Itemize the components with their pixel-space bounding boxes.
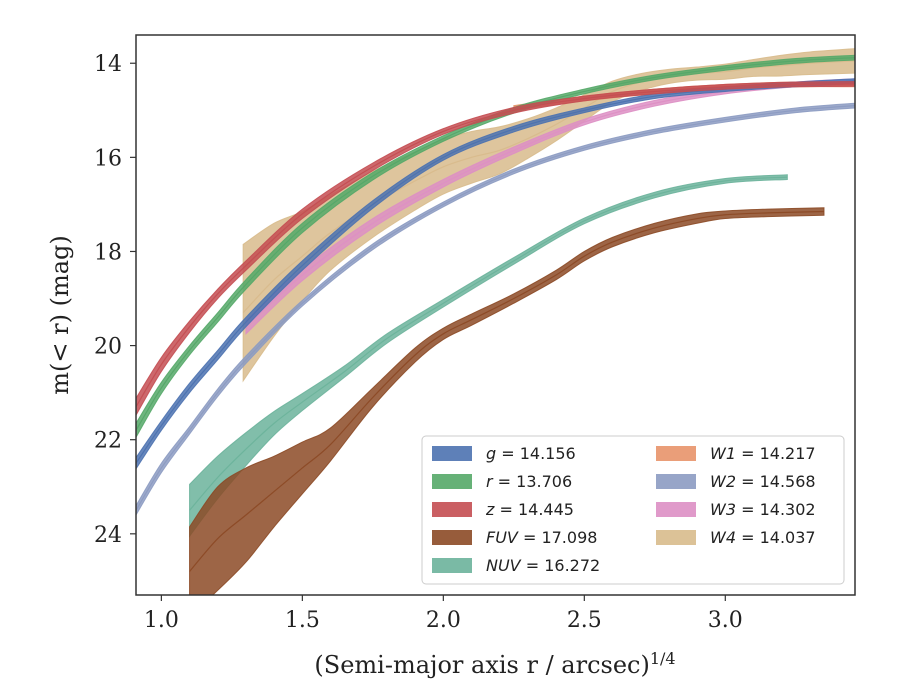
legend-swatch-w4 [656,530,696,545]
legend-swatch-w1 [656,446,696,461]
x-tick-label: 3.0 [708,608,743,633]
y-tick-label: 18 [94,240,122,265]
x-tick-label: 1.5 [285,608,320,633]
legend-swatch-g [432,446,472,461]
y-tick-label: 24 [94,523,122,548]
y-axis: 14 16 18 20 22 24 [94,52,136,548]
x-axis-title: (Semi-major axis r / arcsec)1/4 [314,649,675,680]
legend-label-w1: W1 = 14.217 [710,444,816,463]
legend-swatch-z [432,502,472,517]
series-band-r [136,54,855,439]
series-line-w2 [136,104,855,511]
legend-swatch-r [432,474,472,489]
legend-label-r: r = 13.706 [486,472,572,491]
x-tick-label: 2.0 [426,608,461,633]
legend-label-w2: W2 = 14.568 [710,472,816,491]
series-line-z [136,83,855,408]
series-band-w4 [242,48,855,383]
x-tick-label: 1.0 [144,608,179,633]
x-tick-label: 2.5 [567,608,602,633]
y-tick-label: 20 [94,335,122,360]
legend-label-z: z = 14.445 [485,500,574,519]
series-line-w4 [242,60,855,314]
series-line-r [136,56,855,431]
series-band-fuv [189,207,825,595]
series-band-w2 [136,102,855,516]
legend-swatch-w2 [656,474,696,489]
series-band-g [136,78,855,470]
series-line-fuv [189,210,824,572]
legend-label-nuv: NUV = 16.272 [486,556,600,575]
legend-label-fuv: FUV = 17.098 [486,528,597,547]
y-axis-title: m(< r) (mag) [46,235,74,394]
series-band-z [136,81,855,417]
x-axis: 1.0 1.5 2.0 2.5 3.0 [144,595,743,633]
legend-label-w3: W3 = 14.302 [710,500,816,519]
legend-frame [421,435,845,585]
y-tick-label: 14 [94,52,122,77]
series-band-nuv [189,174,788,538]
plot-frame [135,34,856,596]
legend-swatch-w3 [656,502,696,517]
legend-swatch-nuv [432,558,472,573]
legend-swatch-fuv [432,530,472,545]
legend-label-g: g = 14.156 [486,444,576,463]
y-tick-label: 16 [94,146,122,171]
series-layer [136,48,855,595]
y-tick-label: 22 [94,429,122,454]
series-line-nuv [189,176,788,511]
legend: g = 14.156 r = 13.706 z = 14.445 FUV = 17.0… [421,435,845,585]
legend-label-w4: W4 = 14.037 [710,528,816,547]
